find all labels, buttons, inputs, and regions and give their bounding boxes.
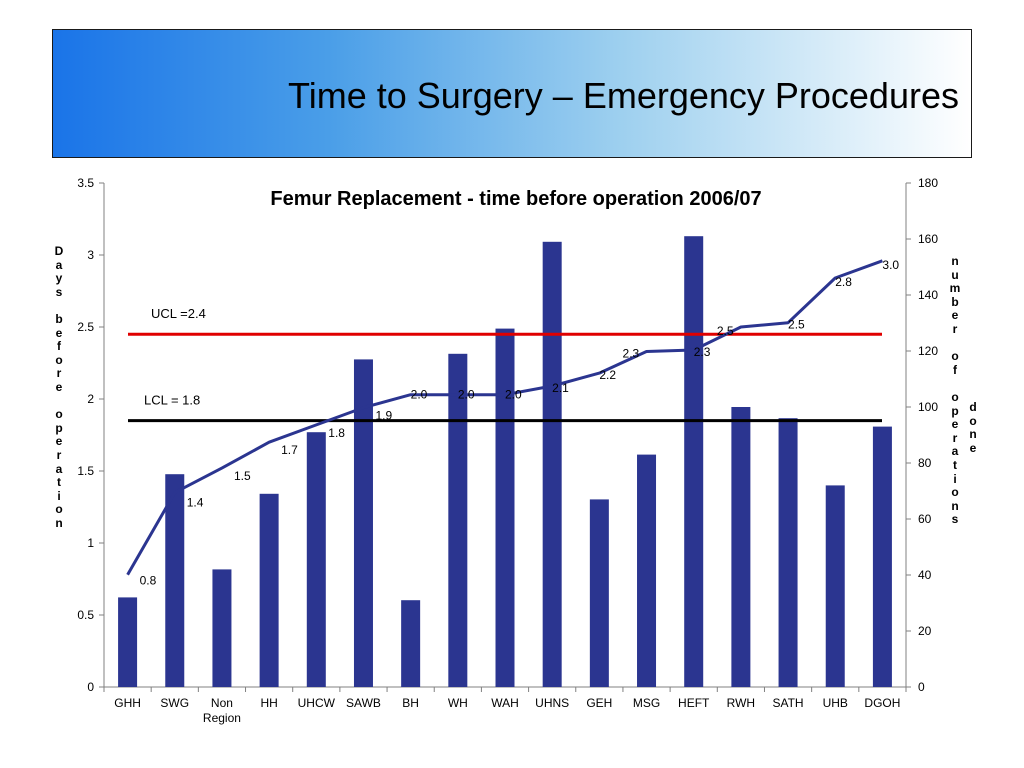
x-tick-label: Non: [211, 696, 233, 710]
data-label: 2.8: [835, 275, 852, 289]
bar: [872, 426, 892, 687]
series-line: [126, 259, 883, 576]
data-label: 2.0: [411, 388, 428, 402]
y-right-tick-label: 20: [918, 624, 932, 638]
x-tick-label: GEH: [586, 696, 612, 710]
x-tick-label: HEFT: [678, 696, 710, 710]
reference-line-label: UCL =2.4: [151, 306, 206, 321]
x-tick-label: BH: [402, 696, 419, 710]
x-tick-label: SATH: [772, 696, 803, 710]
data-label: 1.8: [328, 426, 345, 440]
data-label: 2.5: [717, 324, 734, 338]
bar: [353, 359, 373, 687]
data-label: 0.8: [140, 574, 157, 588]
y-right-tick-label: 120: [918, 344, 938, 358]
y-right-tick-label: 160: [918, 232, 938, 246]
x-tick-label: RWH: [727, 696, 755, 710]
y-left-tick-label: 2: [87, 392, 94, 406]
y-left-tick-label: 1.5: [77, 464, 94, 478]
y-axis-left-label: D a y s b e f o r e o p e r a t i o n: [54, 244, 64, 530]
x-tick-label: SWG: [160, 696, 189, 710]
bar: [731, 407, 751, 687]
bar: [448, 353, 468, 687]
bar: [306, 432, 326, 687]
bar: [165, 474, 185, 687]
data-label: 2.0: [505, 388, 522, 402]
data-label: 1.5: [234, 469, 251, 483]
y-right-tick-label: 180: [918, 176, 938, 190]
data-label: 2.3: [623, 346, 640, 360]
page-title: Time to Surgery – Emergency Procedures: [288, 75, 959, 116]
y-left-tick-label: 0: [87, 680, 94, 694]
x-tick-label: GHH: [114, 696, 141, 710]
x-tick-label: MSG: [633, 696, 660, 710]
x-tick-label: HH: [260, 696, 277, 710]
bar: [542, 241, 562, 688]
y-left-tick-label: 3: [87, 248, 94, 262]
data-label: 3.0: [882, 258, 899, 272]
x-tick-label: UHB: [823, 696, 848, 710]
bar: [637, 454, 657, 687]
y-right-tick-label: 100: [918, 400, 938, 414]
bar: [118, 597, 138, 687]
chart-title: Femur Replacement - time before operatio…: [270, 188, 761, 210]
x-tick-label: DGOH: [864, 696, 900, 710]
data-label: 1.7: [281, 443, 298, 457]
bar: [778, 418, 798, 687]
data-label: 2.1: [552, 381, 569, 395]
x-tick-label: WH: [448, 696, 468, 710]
y-right-tick-label: 80: [918, 456, 932, 470]
data-label: 2.3: [694, 345, 711, 359]
y-axis-right-label-continued: d o n e: [969, 400, 977, 455]
y-right-tick-label: 60: [918, 512, 932, 526]
data-label: 1.9: [375, 409, 392, 423]
reference-line-label: LCL = 1.8: [144, 393, 200, 408]
bar: [684, 236, 704, 687]
data-label: 2.2: [599, 368, 616, 382]
y-left-tick-label: 0.5: [77, 608, 94, 622]
x-tick-label: UHCW: [298, 696, 336, 710]
data-label: 1.4: [187, 496, 204, 510]
bar: [212, 569, 232, 687]
bar: [401, 600, 421, 687]
x-tick-label: WAH: [491, 696, 519, 710]
title-banner: Time to Surgery – Emergency Procedures: [52, 29, 972, 158]
y-right-tick-label: 40: [918, 568, 932, 582]
bar: [589, 499, 609, 687]
x-tick-label: UHNS: [535, 696, 569, 710]
y-right-tick-label: 0: [918, 680, 925, 694]
data-label: 2.5: [788, 318, 805, 332]
bar: [825, 485, 845, 687]
y-left-tick-label: 3.5: [77, 176, 94, 190]
x-tick-label: Region: [203, 711, 241, 725]
bar: [495, 328, 515, 687]
y-left-tick-label: 2.5: [77, 320, 94, 334]
x-tick-label: SAWB: [346, 696, 381, 710]
bar: [259, 493, 279, 687]
y-right-tick-label: 140: [918, 288, 938, 302]
y-axis-right-label: n u m b e r o f o p e r a t i o n s: [949, 254, 961, 527]
y-left-tick-label: 1: [87, 536, 94, 550]
data-label: 2.0: [458, 388, 475, 402]
